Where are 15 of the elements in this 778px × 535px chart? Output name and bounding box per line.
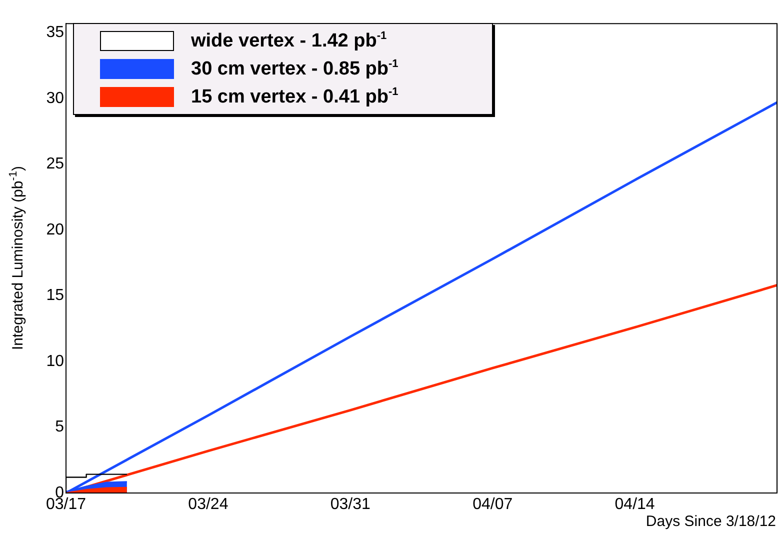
y-tick-label: 35 <box>46 24 64 42</box>
legend-label: 15 cm vertex - 0.41 pb$^{-1}$ <box>191 86 398 108</box>
x-axis-title: Days Since 3/18/12 <box>646 513 776 530</box>
y-tick-label: 10 <box>46 352 64 370</box>
y-tick-label: 30 <box>46 90 64 107</box>
y-tick-label: 20 <box>46 221 64 238</box>
y-tick-label: 25 <box>46 156 64 173</box>
x-tick-label: 04/07 <box>472 496 513 514</box>
x-tick-label: 04/14 <box>614 496 655 514</box>
y-tick-label: 15 <box>46 287 64 304</box>
legend-label: wide vertex - 1.42 pb$^{-1}$ <box>191 30 387 52</box>
x-tick-label: 03/31 <box>330 496 371 514</box>
legend-label: 30 cm vertex - 0.85 pb$^{-1}$ <box>191 58 398 80</box>
x-tick-label: 03/24 <box>188 496 228 514</box>
y-tick-label: 5 <box>55 418 64 436</box>
